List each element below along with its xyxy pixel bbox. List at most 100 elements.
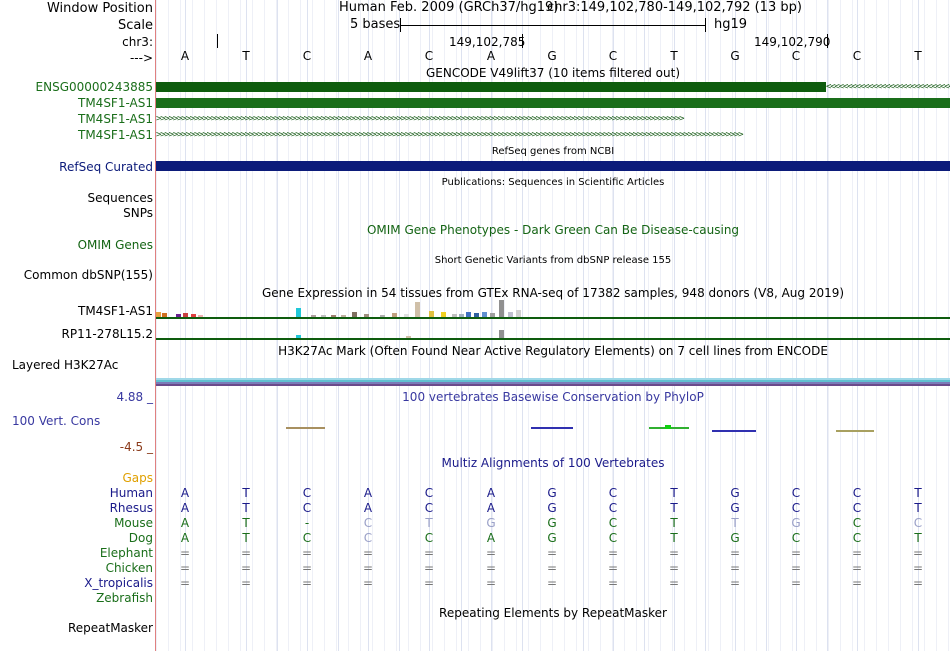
alignment-base: C [791, 501, 801, 515]
gtex-tissue-bar[interactable] [499, 300, 504, 318]
alignment-base: = [912, 576, 924, 590]
omim-label[interactable]: OMIM Genes [77, 238, 153, 252]
cons-track-title[interactable]: 100 vertebrates Basewise Conservation by… [402, 390, 704, 404]
base-letter: C [424, 49, 434, 63]
gtex-tissue-bar[interactable] [321, 315, 326, 318]
gencode-intron-arrows[interactable]: <<<<<<<<<<<<<<<<<<<<<<<<<<<<<<< [826, 82, 950, 92]
cons-mark[interactable] [531, 427, 573, 429]
gencode-gene-bar[interactable] [156, 82, 826, 92]
multiz-track-title[interactable]: Multiz Alignments of 100 Vertebrates [441, 456, 665, 470]
cons-peak[interactable] [665, 425, 671, 429]
species-label[interactable]: Human [109, 486, 153, 500]
gtex-tissue-bar[interactable] [482, 312, 487, 318]
snps-label[interactable]: SNPs [123, 206, 153, 220]
gtex-tissue-bar[interactable] [176, 314, 181, 318]
gencode-item-label[interactable]: TM4SF1-AS1 [78, 96, 153, 110]
gtex-tissue-bar[interactable] [311, 315, 316, 318]
gtex-tissue-bar[interactable] [441, 312, 446, 318]
position-text[interactable]: chr3:149,102,780-149,102,792 (13 bp) [547, 0, 802, 15]
gtex-tissue-bar[interactable] [296, 335, 301, 339]
base-gridline [338, 0, 339, 651]
gtex-tissue-bar[interactable] [392, 313, 397, 318]
gtex-tissue-bar[interactable] [429, 311, 434, 318]
base-gridline [429, 0, 430, 651]
alignment-base: G [730, 501, 740, 515]
omim-track-title[interactable]: OMIM Gene Phenotypes - Dark Green Can Be… [366, 223, 740, 237]
refseq-gene-bar[interactable] [156, 161, 950, 171]
grid-line [780, 0, 781, 651]
gtex-tissue-bar[interactable] [452, 314, 457, 318]
alignment-base: A [363, 501, 373, 515]
gtex-track-title[interactable]: Gene Expression in 54 tissues from GTEx … [261, 286, 845, 300]
grid-line [240, 0, 241, 651]
species-label[interactable]: Zebrafish [96, 591, 153, 605]
grid-line [840, 0, 841, 651]
gtex-tissue-bar[interactable] [352, 312, 357, 318]
gtex-tissue-bar[interactable] [459, 314, 464, 318]
species-label[interactable]: Mouse [114, 516, 153, 530]
repeatmasker-label[interactable]: RepeatMasker [67, 621, 153, 635]
gtex-expression-bars[interactable] [156, 300, 536, 318]
gtex-tissue-bar[interactable] [296, 308, 301, 318]
gencode-item-label[interactable]: TM4SF1-AS1 [78, 112, 153, 126]
gtex-expression-bars[interactable] [156, 325, 536, 339]
gtex-tissue-bar[interactable] [415, 302, 420, 318]
h3k27ac-label[interactable]: Layered H3K27Ac [12, 358, 119, 372]
species-label[interactable]: X_tropicalis [84, 576, 153, 590]
gencode-gene-bar[interactable] [156, 98, 950, 108]
gtex-gene-label[interactable]: RP11-278L15.2 [61, 327, 153, 341]
label-divider [155, 0, 156, 651]
alignment-base: = [790, 561, 802, 575]
species-label[interactable]: Dog [128, 531, 153, 545]
gtex-tissue-bar[interactable] [490, 313, 495, 318]
gtex-gene-label[interactable]: TM4SF1-AS1 [78, 304, 153, 318]
repeatmasker-track-title[interactable]: Repeating Elements by RepeatMasker [439, 606, 667, 620]
refseq-track-title[interactable]: RefSeq genes from NCBI [491, 146, 615, 157]
base-gridline [827, 0, 828, 651]
gtex-tissue-bar[interactable] [191, 314, 196, 318]
gtex-tissue-bar[interactable] [198, 315, 203, 318]
refseq-label[interactable]: RefSeq Curated [59, 160, 153, 174]
gtex-tissue-bar[interactable] [406, 336, 411, 339]
alignment-base: C [913, 516, 923, 530]
gtex-tissue-bar[interactable] [499, 330, 504, 339]
gencode-intron-arrows[interactable]: >>>>>>>>>>>>>>>>>>>>>>>>>>>>>>>>>>>>>>>>… [156, 130, 744, 140]
gtex-tissue-bar[interactable] [508, 312, 513, 318]
gencode-item-label[interactable]: ENSG00000243885 [35, 80, 153, 94]
gtex-tissue-bar[interactable] [364, 314, 369, 318]
species-label[interactable]: Rhesus [109, 501, 153, 515]
gencode-intron-arrows[interactable]: >>>>>>>>>>>>>>>>>>>>>>>>>>>>>>>>>>>>>>>>… [156, 114, 685, 124]
alignment-base: C [424, 486, 434, 500]
cons-mark[interactable] [286, 427, 325, 429]
gtex-tissue-bar[interactable] [474, 313, 479, 318]
publications-track-title[interactable]: Publications: Sequences in Scientific Ar… [441, 177, 665, 188]
cons-label[interactable]: 100 Vert. Cons [12, 414, 101, 428]
gtex-tissue-bar[interactable] [341, 315, 346, 318]
gencode-track-title[interactable]: GENCODE V49lift37 (10 items filtered out… [425, 66, 680, 80]
gencode-item-label[interactable]: TM4SF1-AS1 [78, 128, 153, 142]
grid-line [732, 0, 733, 651]
grid-line [684, 0, 685, 651]
track-area[interactable]: Human Feb. 2009 (GRCh37/hg19) chr3:149,1… [156, 0, 950, 651]
dbsnp-track-title[interactable]: Short Genetic Variants from dbSNP releas… [434, 255, 672, 266]
gtex-tissue-bar[interactable] [466, 312, 471, 318]
gtex-tissue-bar[interactable] [162, 313, 167, 318]
h3k27ac-signal[interactable] [156, 378, 950, 386]
gtex-tissue-bar[interactable] [516, 310, 521, 318]
species-label[interactable]: Elephant [99, 546, 153, 560]
dbsnp-label[interactable]: Common dbSNP(155) [23, 268, 153, 282]
grid-line [192, 0, 193, 651]
cons-mark[interactable] [836, 430, 874, 432]
gtex-tissue-bar[interactable] [331, 315, 336, 318]
grid-line [300, 0, 301, 651]
gtex-tissue-bar[interactable] [404, 314, 409, 318]
species-label[interactable]: Chicken [105, 561, 153, 575]
cons-mark[interactable] [712, 430, 756, 432]
gtex-tissue-bar[interactable] [380, 315, 385, 318]
alignment-base: T [242, 486, 250, 500]
h3k27ac-track-title[interactable]: H3K27Ac Mark (Often Found Near Active Re… [278, 344, 828, 358]
gtex-tissue-bar[interactable] [183, 313, 188, 318]
grid-line [252, 0, 253, 651]
gtex-tissue-bar[interactable] [156, 312, 161, 318]
sequences-label[interactable]: Sequences [87, 191, 153, 205]
